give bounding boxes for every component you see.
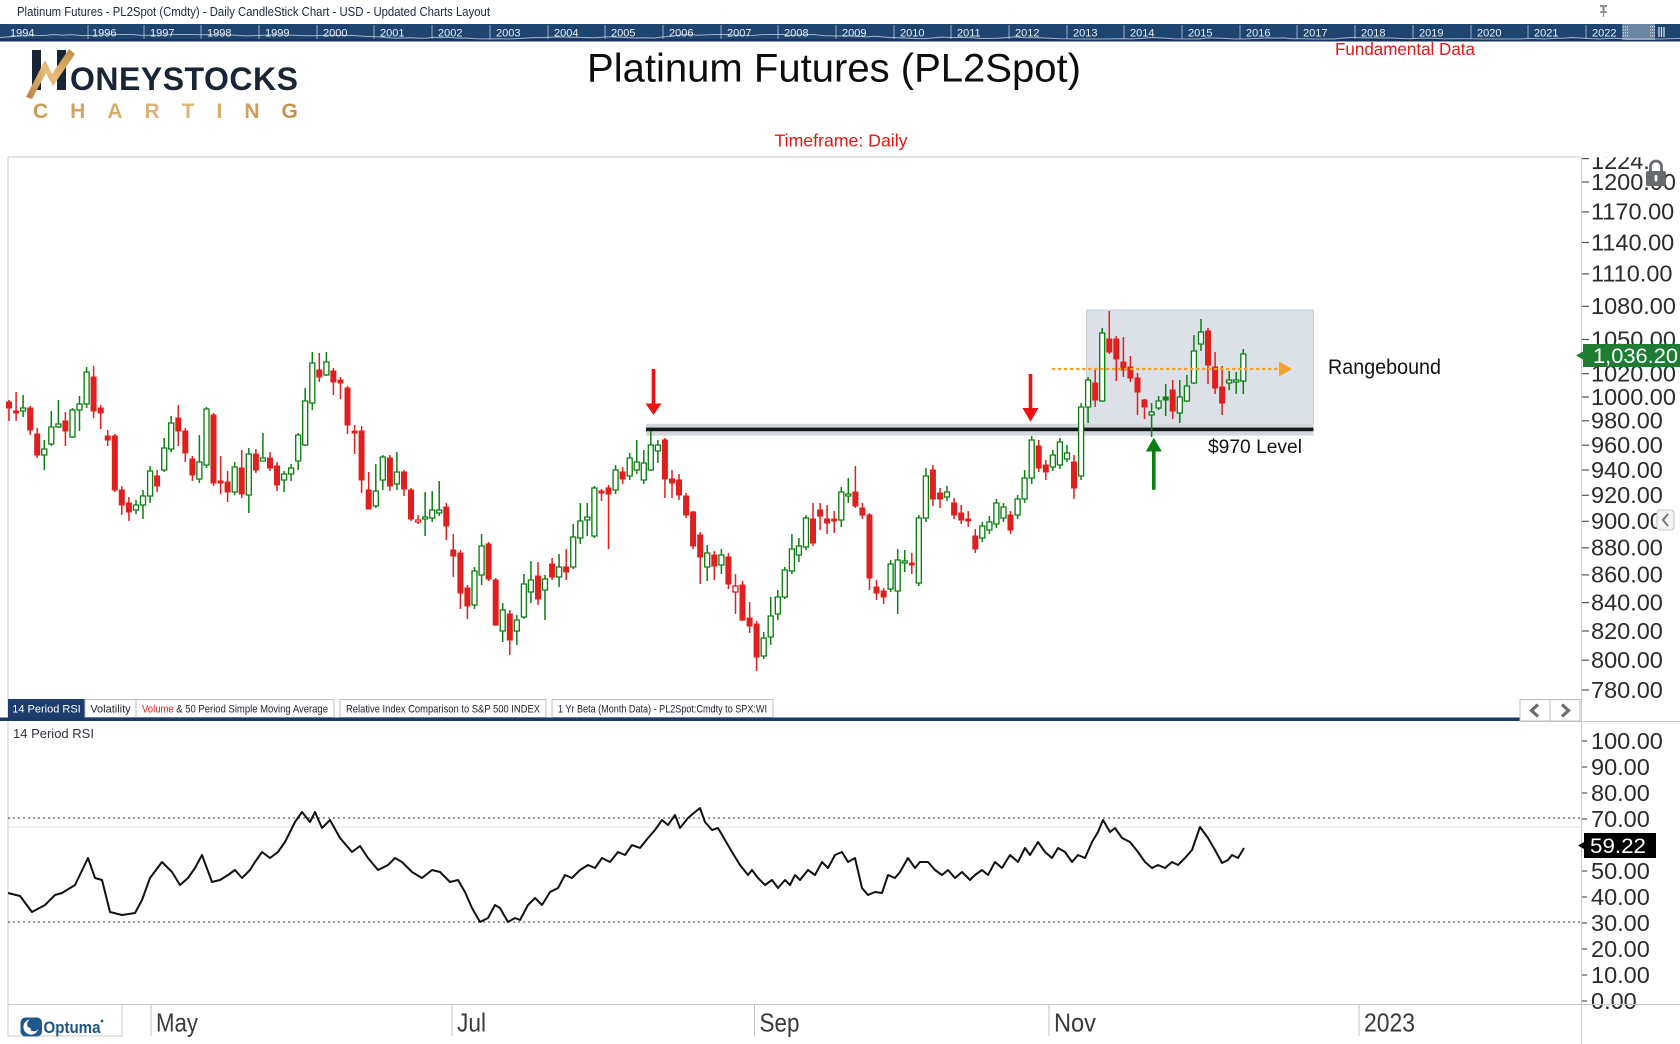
svg-text:1996: 1996	[92, 28, 116, 40]
svg-text:100.00: 100.00	[1591, 728, 1663, 754]
svg-text:10.00: 10.00	[1591, 962, 1650, 988]
svg-text:2002: 2002	[438, 28, 462, 40]
svg-text:920.00: 920.00	[1591, 482, 1663, 508]
svg-text:2001: 2001	[380, 28, 404, 40]
svg-text:980.00: 980.00	[1591, 408, 1663, 434]
svg-text:2021: 2021	[1534, 28, 1558, 40]
svg-text:ONEYSTOCKS: ONEYSTOCKS	[70, 61, 298, 97]
svg-text:2023: 2023	[1364, 1008, 1415, 1038]
svg-text:70.00: 70.00	[1591, 806, 1650, 832]
svg-text:2016: 2016	[1246, 28, 1270, 40]
svg-text:940.00: 940.00	[1591, 457, 1663, 483]
svg-text:59.22: 59.22	[1590, 834, 1646, 858]
svg-text:2000: 2000	[323, 28, 347, 40]
svg-text:Platinum Futures - PL2Spot (Cm: Platinum Futures - PL2Spot (Cmdty) - Dai…	[17, 5, 490, 19]
svg-text:May: May	[156, 1008, 198, 1038]
svg-text:2005: 2005	[611, 28, 635, 40]
svg-text:2019: 2019	[1419, 28, 1443, 40]
svg-text:Sep: Sep	[760, 1008, 800, 1038]
svg-text:Volatility: Volatility	[90, 704, 131, 716]
svg-text:$970 Level: $970 Level	[1208, 436, 1302, 458]
svg-text:2018: 2018	[1361, 28, 1385, 40]
svg-text:14 Period RSI: 14 Period RSI	[12, 704, 80, 716]
svg-text:2004: 2004	[554, 28, 578, 40]
svg-text:Platinum Futures (PL2Spot): Platinum Futures (PL2Spot)	[587, 47, 1081, 91]
svg-text:2007: 2007	[727, 28, 751, 40]
svg-text:880.00: 880.00	[1591, 535, 1663, 561]
svg-text:Rangebound: Rangebound	[1328, 356, 1441, 379]
svg-text:2017: 2017	[1303, 28, 1327, 40]
svg-text:CHARTING: CHARTING	[33, 100, 320, 123]
svg-text:1 Yr Beta (Month Data) - PL2Sp: 1 Yr Beta (Month Data) - PL2Spot:Cmdty t…	[558, 704, 767, 716]
svg-text:1170.00: 1170.00	[1591, 199, 1674, 225]
svg-text:2010: 2010	[900, 28, 924, 40]
svg-text:50.00: 50.00	[1591, 858, 1650, 884]
svg-text:2014: 2014	[1130, 28, 1154, 40]
svg-text:Relative Index Comparison to S: Relative Index Comparison to S&P 500 IND…	[346, 704, 541, 716]
svg-text:1,036.20: 1,036.20	[1593, 345, 1678, 368]
svg-text:Timeframe: Daily: Timeframe: Daily	[775, 131, 908, 151]
svg-text:2022: 2022	[1592, 28, 1616, 40]
svg-text:780.00: 780.00	[1591, 677, 1663, 703]
svg-text:20.00: 20.00	[1591, 936, 1650, 962]
svg-text:840.00: 840.00	[1591, 589, 1663, 615]
svg-text:2009: 2009	[842, 28, 866, 40]
svg-text:2015: 2015	[1188, 28, 1212, 40]
svg-text:820.00: 820.00	[1591, 618, 1663, 644]
svg-text:2012: 2012	[1015, 28, 1039, 40]
svg-text:0.00: 0.00	[1591, 988, 1637, 1014]
svg-text:2003: 2003	[496, 28, 520, 40]
svg-text:1999: 1999	[265, 28, 289, 40]
svg-text:1140.00: 1140.00	[1591, 229, 1674, 255]
svg-text:2013: 2013	[1073, 28, 1097, 40]
svg-text:2006: 2006	[669, 28, 693, 40]
svg-text:80.00: 80.00	[1591, 780, 1650, 806]
svg-text:Jul: Jul	[457, 1008, 486, 1038]
svg-text:1994: 1994	[10, 28, 34, 40]
svg-text:1997: 1997	[150, 28, 174, 40]
svg-text:800.00: 800.00	[1591, 647, 1663, 673]
svg-text:Nov: Nov	[1054, 1008, 1096, 1038]
svg-text:1080.00: 1080.00	[1591, 293, 1676, 319]
svg-text:14 Period RSI: 14 Period RSI	[13, 726, 94, 741]
svg-text:900.00: 900.00	[1591, 508, 1663, 534]
svg-text:90.00: 90.00	[1591, 754, 1650, 780]
svg-text:Optuma: Optuma	[44, 1018, 101, 1037]
svg-text:2008: 2008	[784, 28, 808, 40]
svg-text:860.00: 860.00	[1591, 562, 1663, 588]
svg-text:2020: 2020	[1477, 28, 1501, 40]
svg-text:1998: 1998	[207, 28, 231, 40]
svg-text:1000.00: 1000.00	[1591, 384, 1676, 410]
svg-text:Fundamental Data: Fundamental Data	[1335, 39, 1475, 59]
svg-text:30.00: 30.00	[1591, 910, 1650, 936]
svg-text:2011: 2011	[957, 28, 981, 40]
svg-text:Volume & 50 Period Simple Movi: Volume & 50 Period Simple Moving Average	[142, 704, 328, 716]
svg-text:1110.00: 1110.00	[1591, 261, 1672, 287]
svg-text:960.00: 960.00	[1591, 432, 1663, 458]
svg-text:40.00: 40.00	[1591, 884, 1650, 910]
